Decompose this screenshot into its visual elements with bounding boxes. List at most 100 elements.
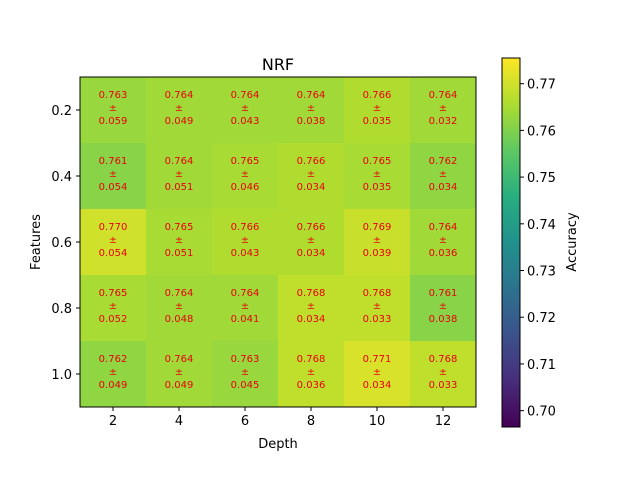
cell-value-label: 0.762 — [429, 156, 458, 167]
cell-value-label: ± — [373, 367, 381, 378]
heatmap-cell — [344, 275, 411, 342]
x-tick-label: 4 — [175, 414, 183, 429]
cell-value-label: ± — [307, 367, 315, 378]
cell-value-label: 0.034 — [297, 314, 326, 325]
y-tick-label: 1.0 — [51, 368, 72, 383]
cell-value-label: ± — [373, 169, 381, 180]
cell-value-label: ± — [241, 367, 249, 378]
cell-value-label: 0.045 — [231, 380, 260, 391]
cell-value-label: ± — [175, 169, 183, 180]
cell-value-label: 0.764 — [231, 288, 260, 299]
y-axis-label: Features — [29, 214, 44, 270]
y-tick-label: 0.4 — [51, 170, 72, 185]
cell-value-label: 0.768 — [297, 288, 326, 299]
cell-value-label: 0.765 — [99, 288, 128, 299]
cell-value-label: 0.765 — [165, 222, 194, 233]
cell-value-label: 0.043 — [231, 116, 260, 127]
cell-value-label: 0.768 — [429, 354, 458, 365]
colorbar-tick-label: 0.71 — [527, 358, 556, 373]
heatmap-cell — [344, 209, 411, 276]
cell-value-label: 0.764 — [231, 90, 260, 101]
cell-value-label: ± — [439, 301, 447, 312]
x-axis-label: Depth — [258, 437, 298, 452]
cell-value-label: ± — [109, 103, 117, 114]
heatmap-cell — [80, 77, 147, 144]
cell-value-label: ± — [307, 103, 315, 114]
cell-value-label: 0.761 — [429, 288, 458, 299]
cell-value-label: ± — [373, 301, 381, 312]
cell-value-label: 0.766 — [297, 222, 326, 233]
heatmap-cell — [146, 341, 213, 408]
cell-value-label: 0.046 — [231, 182, 260, 193]
x-axis: 2 4 6 8 10 12 — [109, 407, 451, 429]
y-tick-label: 0.6 — [51, 236, 72, 251]
heatmap-cell — [410, 77, 477, 144]
cell-value-label: 0.763 — [99, 90, 128, 101]
cell-value-label: ± — [109, 235, 117, 246]
y-axis: 0.2 0.4 0.6 0.8 1.0 — [51, 104, 80, 383]
colorbar — [501, 57, 521, 428]
cell-value-label: 0.765 — [231, 156, 260, 167]
cell-value-label: ± — [439, 169, 447, 180]
cell-value-label: ± — [373, 103, 381, 114]
cell-value-label: 0.034 — [297, 182, 326, 193]
y-tick-label: 0.8 — [51, 302, 72, 317]
heatmap-cell — [410, 275, 477, 342]
cell-value-label: 0.764 — [165, 90, 194, 101]
cell-value-label: 0.049 — [165, 380, 194, 391]
heatmap-cell — [80, 275, 147, 342]
cell-value-label: 0.038 — [429, 314, 458, 325]
heatmap-cell — [410, 143, 477, 210]
heatmap-cell — [410, 209, 477, 276]
heatmap-cell — [80, 143, 147, 210]
cell-value-label: 0.766 — [297, 156, 326, 167]
colorbar-label: Accuracy — [565, 212, 580, 272]
heatmap-cell — [80, 209, 147, 276]
cell-value-label: 0.039 — [363, 248, 392, 259]
x-tick-label: 10 — [369, 414, 386, 429]
heatmap-cell — [146, 77, 213, 144]
cell-value-label: 0.048 — [165, 314, 194, 325]
heatmap-cell — [212, 77, 279, 144]
cell-value-label: 0.034 — [429, 182, 458, 193]
cell-value-label: 0.033 — [363, 314, 392, 325]
cell-value-label: ± — [109, 169, 117, 180]
heatmap-cell — [212, 143, 279, 210]
cell-value-label: ± — [307, 301, 315, 312]
cell-value-label: ± — [373, 235, 381, 246]
colorbar-ticks: 0.70 0.71 0.72 0.73 0.74 0.75 0.76 0.77 — [520, 78, 556, 420]
heatmap-cell — [212, 275, 279, 342]
cell-value-label: ± — [241, 169, 249, 180]
cell-value-label: ± — [175, 301, 183, 312]
cell-value-label: 0.059 — [99, 116, 128, 127]
heatmap-cell — [410, 341, 477, 408]
cell-value-label: ± — [241, 235, 249, 246]
x-tick-label: 2 — [109, 414, 117, 429]
colorbar-tick-label: 0.77 — [527, 78, 556, 93]
cell-value-label: ± — [175, 103, 183, 114]
heatmap-cell — [212, 341, 279, 408]
colorbar-tick-label: 0.75 — [527, 171, 556, 186]
colorbar-tick-label: 0.74 — [527, 218, 556, 233]
cell-value-label: ± — [307, 169, 315, 180]
cell-value-label: 0.033 — [429, 380, 458, 391]
cell-value-label: 0.051 — [165, 182, 194, 193]
colorbar-tick-label: 0.72 — [527, 311, 556, 326]
cell-value-label: 0.054 — [99, 182, 128, 193]
cell-value-label: 0.049 — [165, 116, 194, 127]
x-tick-label: 6 — [241, 414, 249, 429]
heatmap-cell — [344, 143, 411, 210]
heatmap-cell — [278, 209, 345, 276]
cell-value-label: 0.770 — [99, 222, 128, 233]
heatmap-cell — [278, 143, 345, 210]
heatmap-cell — [278, 77, 345, 144]
cell-value-label: ± — [307, 235, 315, 246]
heatmap-cell — [278, 341, 345, 408]
heatmap-cells — [80, 77, 477, 408]
x-tick-label: 12 — [435, 414, 452, 429]
cell-value-label: 0.764 — [165, 288, 194, 299]
colorbar-tick-label: 0.73 — [527, 265, 556, 280]
chart-title: NRF — [262, 55, 294, 74]
cell-value-label: 0.041 — [231, 314, 260, 325]
cell-value-label: ± — [241, 103, 249, 114]
